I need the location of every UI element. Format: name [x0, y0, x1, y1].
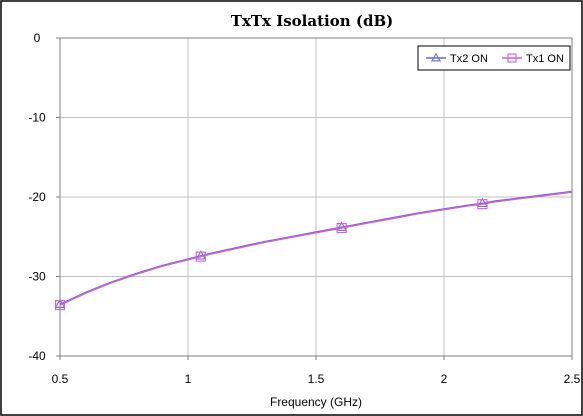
x-axis-label: Frequency (GHz) — [270, 395, 362, 409]
legend-item: Tx1 ON — [502, 53, 564, 65]
y-tick-label: -40 — [28, 349, 46, 363]
data-point — [336, 221, 348, 231]
data-point — [195, 250, 207, 260]
x-tick-label: 1 — [185, 372, 192, 386]
y-axis-ticks: 0 -10 -20 -30 -40 — [28, 31, 60, 363]
y-tick-label: -10 — [28, 111, 46, 125]
data-point — [336, 222, 347, 234]
legend-marker — [431, 52, 441, 62]
y-tick-label: -30 — [28, 270, 46, 284]
data-point — [476, 197, 488, 208]
data-point — [54, 300, 66, 311]
legend-marker — [507, 53, 517, 63]
x-tick-label: 0.5 — [52, 372, 69, 386]
data-point — [477, 199, 488, 210]
y-tick-label: -20 — [28, 190, 46, 204]
legend-label: Tx2 ON — [450, 53, 488, 65]
gridlines — [60, 38, 572, 356]
legend-item: Tx2 ON — [426, 52, 488, 65]
legend-label: Tx1 ON — [526, 53, 564, 65]
x-tick-label: 1.5 — [308, 372, 325, 386]
chart-title: TxTx Isolation (dB) — [231, 12, 393, 30]
x-axis-ticks: 0.5 1 1.5 2 2.5 — [52, 356, 581, 386]
series-group — [54, 190, 573, 311]
data-point — [195, 251, 206, 262]
y-tick-label: 0 — [34, 31, 41, 45]
x-tick-label: 2.5 — [564, 372, 581, 386]
series-tx1-on — [54, 191, 573, 311]
legend: Tx2 ON Tx1 ON — [417, 45, 571, 71]
x-tick-label: 2 — [441, 372, 448, 386]
